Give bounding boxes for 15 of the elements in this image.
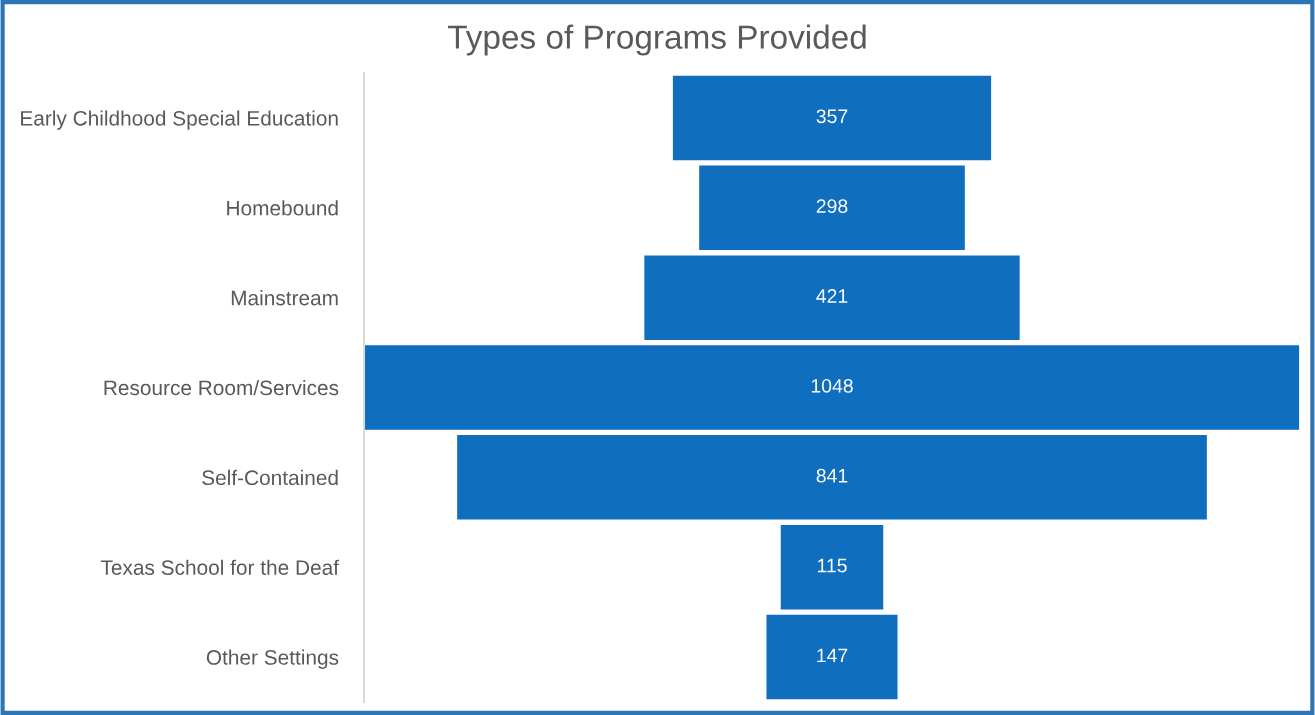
category-label: Early Childhood Special Education [21, 110, 338, 130]
category-label: Texas School for the Deaf [100, 559, 340, 575]
data-label: 147 [817, 648, 848, 663]
data-label: 357 [816, 109, 848, 124]
category-label: Mainstream [231, 290, 338, 306]
data-label: 115 [817, 558, 847, 573]
category-label: Other Settings [206, 649, 339, 669]
data-label: 421 [816, 289, 848, 303]
data-label: 1048 [811, 378, 853, 393]
text: Types of Programs Provided [447, 24, 866, 56]
category-label: Resource Room/Services [104, 379, 339, 396]
category-label: Homebound [227, 200, 338, 216]
data-label: 841 [816, 468, 848, 483]
data-label: 298 [816, 199, 848, 214]
category-label: Self-Contained [202, 469, 338, 486]
